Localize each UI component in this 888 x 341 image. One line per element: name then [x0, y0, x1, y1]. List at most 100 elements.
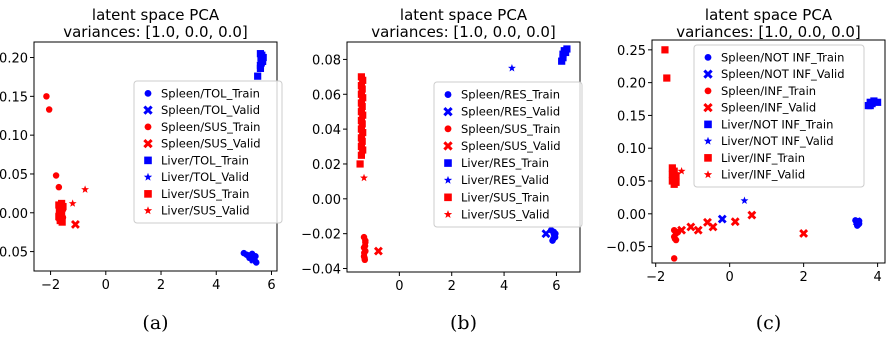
legend-label: Spleen/SUS_Valid [161, 137, 261, 151]
legend: Spleen/RES_Train Spleen/RES_Valid Spleen/S… [433, 81, 583, 228]
y-tick-label: 0.08 [312, 53, 341, 68]
y-tick-label: 0.00 [0, 207, 28, 222]
chart-subtitle: variances: [1.0, 0.0, 0.0] [676, 23, 861, 41]
legend-label: Liver/SUS_Valid [461, 207, 550, 221]
data-point-circle [361, 242, 369, 250]
data-point-circle [361, 254, 368, 262]
panel-caption: (a) [142, 312, 168, 334]
data-point-square [672, 178, 680, 186]
legend-label: Spleen/INF_Train [721, 84, 816, 98]
data-point-square [358, 85, 366, 93]
legend: Spleen/TOL_Train Spleen/TOL_Valid Spleen/S… [133, 80, 283, 224]
data-point-circle [52, 172, 60, 179]
legend-label: Liver/RES_Valid [461, 173, 549, 187]
legend-label: Liver/INF_Valid [721, 168, 805, 182]
y-tick-label: 0.15 [0, 90, 28, 105]
legend-marker [144, 123, 152, 131]
y-tick-label: 0.25 [617, 44, 646, 59]
legend-marker [144, 156, 152, 165]
legend-label: Spleen/NOT INF_Valid [721, 67, 845, 81]
data-point-star [508, 64, 516, 72]
legend-marker [443, 210, 453, 218]
y-tick-label: 0.00 [617, 208, 646, 223]
x-tick-label: 6 [552, 279, 560, 294]
data-point-square [358, 102, 366, 111]
legend-marker [144, 190, 152, 198]
legend-label: Spleen/TOL_Valid [161, 103, 260, 117]
data-point-square [58, 218, 66, 226]
data-point-circle [670, 255, 678, 262]
legend-marker [704, 87, 712, 95]
chart-title: latent space PCA [92, 6, 220, 24]
legend-label: Liver/NOT INF_Train [721, 117, 833, 131]
data-point-square [55, 213, 63, 221]
data-point-square [358, 120, 366, 128]
x-tick-label: 6 [267, 278, 275, 293]
chart-title: latent space PCA [705, 6, 833, 24]
data-point-square [866, 101, 874, 110]
legend: Spleen/NOT INF_Train Spleen/NOT INF_Valid… [693, 44, 865, 188]
legend-label: Spleen/RES_Train [461, 88, 560, 102]
y-tick-label: −0.04 [301, 263, 341, 278]
legend-marker [443, 107, 453, 117]
data-point-circle [552, 230, 559, 237]
data-point-x [717, 214, 727, 224]
data-point-x [249, 254, 258, 264]
data-point-star [256, 59, 265, 68]
y-tick-label: 0.05 [0, 168, 28, 183]
data-point-square [356, 160, 364, 168]
panel-caption: (c) [756, 312, 781, 334]
data-point-square [874, 98, 882, 106]
x-tick-label: 0 [726, 270, 734, 285]
legend-marker [703, 69, 713, 79]
legend-box [133, 80, 283, 224]
data-point-star [360, 173, 368, 182]
x-tick-label: 2 [799, 270, 807, 285]
data-points [43, 50, 267, 266]
chart-subtitle: variances: [1.0, 0.0, 0.0] [371, 23, 556, 41]
data-point-square [55, 204, 64, 212]
y-tick-label: 0.04 [312, 123, 341, 138]
plot-area [651, 39, 886, 264]
data-point-square [559, 54, 567, 62]
data-point-star [740, 196, 749, 205]
legend-marker [143, 105, 153, 115]
data-point-square [359, 129, 367, 137]
data-point-x [70, 219, 80, 229]
y-tick-label: 0.02 [312, 158, 341, 173]
x-tick-label: 0 [395, 279, 403, 294]
data-point-circle [55, 183, 63, 191]
data-point-square [254, 72, 262, 80]
x-tick-label: 0 [102, 278, 110, 293]
legend-marker [703, 102, 713, 113]
data-point-circle [671, 235, 679, 242]
data-point-square [259, 53, 267, 62]
data-points [661, 46, 882, 262]
data-point-square [663, 74, 671, 82]
legend-marker [704, 53, 712, 61]
data-point-x [747, 210, 757, 220]
x-tick-label: 4 [212, 278, 220, 293]
x-tick-label: 2 [157, 278, 165, 293]
x-tick-label: 2 [448, 279, 456, 294]
data-point-star [68, 199, 77, 207]
legend-label: Spleen/RES_Valid [461, 105, 560, 119]
legend-marker [443, 141, 453, 151]
legend-label: Spleen/TOL_Train [161, 86, 260, 100]
y-tick-label: 0.06 [312, 88, 341, 103]
data-point-square [672, 172, 680, 180]
legend-box [433, 81, 583, 228]
y-tick-label: −0.05 [606, 241, 646, 256]
data-point-square [359, 94, 367, 102]
legend-marker [444, 193, 452, 202]
legend-label: Spleen/NOT INF_Train [721, 50, 844, 64]
data-point-square [357, 151, 365, 159]
data-point-x [693, 225, 703, 235]
data-point-x [852, 217, 862, 227]
chart-title: latent space PCA [400, 6, 528, 24]
y-tick-label: 0.15 [617, 109, 646, 124]
data-point-square [256, 64, 265, 72]
